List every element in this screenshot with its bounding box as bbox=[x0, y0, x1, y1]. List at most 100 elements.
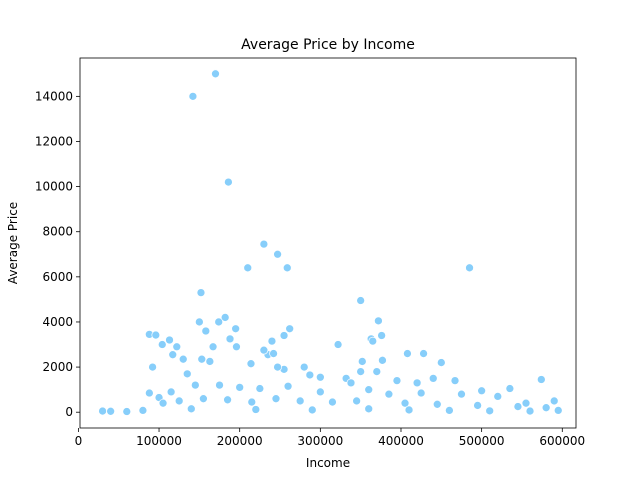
y-tick-label: 2000 bbox=[42, 360, 73, 374]
scatter-point bbox=[285, 324, 295, 334]
scatter-point bbox=[400, 398, 410, 408]
scatter-point bbox=[269, 349, 278, 358]
scatter-point bbox=[493, 392, 503, 401]
scatter-point bbox=[172, 342, 182, 352]
scatter-point bbox=[259, 345, 269, 355]
scatter-point bbox=[377, 331, 386, 340]
x-tick-label: 300000 bbox=[297, 434, 343, 448]
scatter-point bbox=[157, 340, 167, 349]
scatter-point bbox=[549, 396, 559, 406]
scatter-point bbox=[416, 388, 426, 398]
scatter-point bbox=[328, 397, 337, 407]
y-tick-label: 14000 bbox=[35, 89, 73, 103]
scatter-point bbox=[188, 91, 198, 101]
scatter-point bbox=[174, 396, 184, 406]
scatter-point bbox=[352, 396, 361, 406]
scatter-point bbox=[178, 354, 188, 364]
scatter-point bbox=[513, 402, 523, 411]
scatter-point bbox=[271, 394, 281, 404]
scatter-point bbox=[521, 398, 531, 408]
plot-frame bbox=[79, 57, 577, 429]
scatter-point bbox=[267, 336, 277, 346]
scatter-point bbox=[197, 354, 207, 364]
scatter-point bbox=[232, 342, 241, 352]
y-axis-ticks: 0 2000 4000 6000 8000 10000 12000 14000 bbox=[35, 89, 80, 419]
scatter-point bbox=[165, 335, 174, 345]
scatter-point bbox=[282, 263, 292, 273]
scatter-point bbox=[211, 69, 220, 79]
scatter-point bbox=[223, 395, 232, 405]
scatter-point bbox=[299, 362, 309, 372]
scatter-point bbox=[235, 383, 245, 392]
scatter-point bbox=[364, 385, 374, 394]
scatter-point bbox=[364, 404, 374, 414]
scatter-point bbox=[158, 398, 168, 408]
scatter-point bbox=[247, 397, 257, 407]
scatter-point bbox=[357, 357, 367, 366]
y-tick-label: 6000 bbox=[42, 270, 73, 284]
x-tick-label: 600000 bbox=[539, 434, 585, 448]
scatter-point bbox=[356, 367, 366, 376]
x-tick-label: 400000 bbox=[378, 434, 424, 448]
scatter-point bbox=[196, 288, 206, 297]
scatter-point bbox=[186, 404, 196, 414]
scatter-point bbox=[505, 384, 515, 393]
scatter-point bbox=[450, 376, 460, 385]
x-tick-label: 0 bbox=[75, 434, 83, 448]
scatter-point bbox=[190, 380, 200, 390]
scatter-point bbox=[151, 330, 161, 340]
scatter-point bbox=[307, 405, 317, 415]
scatter-point bbox=[199, 394, 208, 404]
scatter-point bbox=[168, 350, 178, 360]
scatter-point bbox=[384, 389, 394, 399]
y-axis-label: Average Price bbox=[6, 202, 20, 284]
scatter-point bbox=[273, 362, 282, 372]
scatter-point bbox=[477, 386, 486, 396]
y-tick-label: 12000 bbox=[35, 134, 73, 148]
y-tick-label: 4000 bbox=[42, 315, 73, 329]
scatter-point bbox=[525, 406, 535, 416]
scatter-point bbox=[432, 399, 442, 409]
scatter-point bbox=[224, 177, 233, 187]
scatter-point bbox=[473, 401, 482, 410]
x-tick-label: 100000 bbox=[136, 434, 182, 448]
scatter-point bbox=[220, 313, 230, 322]
scatter-point bbox=[485, 406, 495, 416]
scatter-point bbox=[436, 358, 446, 367]
scatter-point bbox=[315, 387, 325, 397]
scatter-point bbox=[372, 367, 382, 376]
scatter-point bbox=[305, 370, 315, 380]
scatter-point bbox=[98, 406, 107, 416]
scatter-point bbox=[225, 334, 235, 344]
scatter-point bbox=[273, 249, 282, 259]
scatter-point bbox=[553, 406, 563, 415]
scatter-point bbox=[283, 381, 293, 391]
scatter-point bbox=[231, 324, 241, 334]
x-tick-label: 200000 bbox=[217, 434, 263, 448]
scatter-point bbox=[346, 378, 356, 388]
scatter-point bbox=[205, 357, 215, 366]
x-axis-ticks: 0 100000 200000 300000 400000 500000 600000 bbox=[75, 428, 585, 448]
scatter-point bbox=[378, 355, 387, 365]
scatter-point bbox=[215, 380, 224, 390]
scatter-point bbox=[246, 359, 256, 369]
scatter-point bbox=[208, 342, 218, 352]
chart-title: Average Price by Income bbox=[241, 37, 415, 53]
scatter-point bbox=[122, 407, 132, 416]
scatter-point bbox=[138, 406, 148, 415]
scatter-point bbox=[166, 387, 176, 397]
scatter-point bbox=[145, 388, 154, 398]
scatter-point bbox=[333, 340, 343, 349]
scatter-point bbox=[243, 263, 253, 273]
x-tick-label: 500000 bbox=[459, 434, 505, 448]
scatter-point bbox=[279, 331, 289, 340]
scatter-point bbox=[368, 336, 378, 346]
scatter-point bbox=[182, 369, 192, 379]
scatter-point bbox=[106, 406, 116, 416]
scatter-point bbox=[536, 375, 546, 384]
scatter-point bbox=[374, 316, 383, 326]
scatter-point bbox=[201, 326, 211, 336]
x-axis-label: Income bbox=[306, 456, 350, 470]
